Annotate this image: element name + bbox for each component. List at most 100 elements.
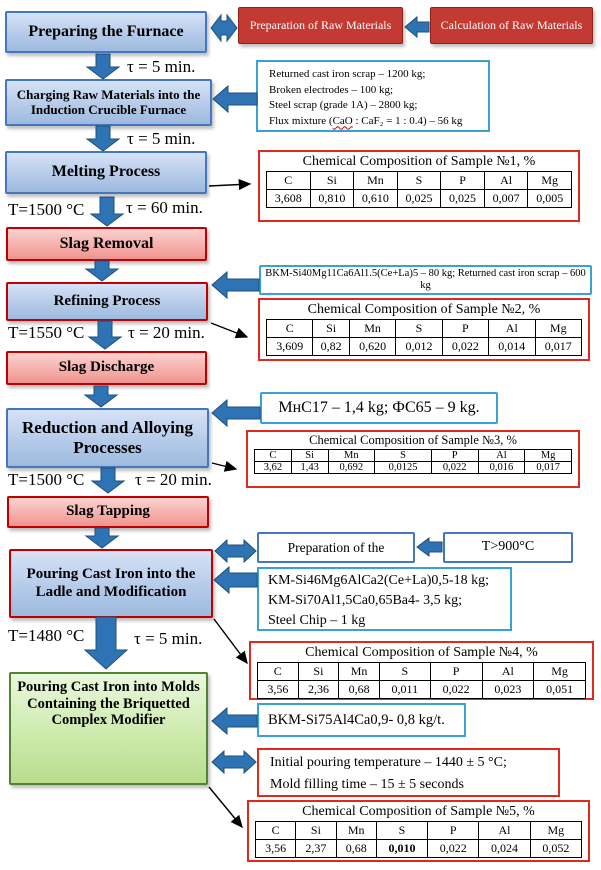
cell: 0,022 [430, 461, 479, 474]
column-header: Mg [534, 319, 582, 338]
cell: 0,022 [427, 839, 480, 858]
cell: 3,62 [254, 461, 292, 474]
table-sample-1: Chemical Composition of Sample №1, % C Si M… [258, 150, 580, 222]
pointer-reduction-to-table3 [211, 460, 238, 472]
list-line: Flux mixture (CaO : CaF₂ = 1 : 0.4) – 56… [269, 114, 488, 130]
pointer-melting-to-table1 [208, 178, 252, 191]
cell: 0,620 [348, 337, 397, 356]
down-arrow [83, 385, 119, 408]
flow-box-slag-discharge: Slag Discharge [6, 351, 207, 385]
pouring-parameters: Initial pouring temperature – 1440 ± 5 °… [257, 748, 560, 797]
column-header: Mn [338, 662, 380, 681]
table-title: Chemical Composition of Sample №1, % [302, 154, 536, 169]
left-arrow-bkm75-to-molds [211, 706, 258, 736]
list-line: Broken electrodes – 100 kg; [269, 83, 394, 96]
cell: 0,68 [338, 680, 380, 699]
left-arrow-km46-to-ladle [213, 565, 258, 595]
additive-bkm40: BKM-Si40Mg11Ca6Al1.5(Ce+La)5 – 80 kg; Re… [259, 265, 592, 295]
down-arrow [85, 53, 121, 80]
box-label: Preparation of the [287, 539, 385, 555]
time-label: τ = 5 min. [134, 629, 203, 648]
additive-bkm75: BKM-Si75Al4Ca0,9- 0,8 kg/t. [257, 703, 466, 737]
composition-table: C Si Mn S P Al Mg 3,56 2,37 0,68 0,010 0,022 0,024 0,… [254, 821, 583, 858]
list-line: Steel scrap (grade 1A) – 2800 kg; [269, 99, 418, 111]
raw-materials-list: Returned cast iron scrap – 1200 kg; Brok… [256, 60, 490, 132]
flow-box-refining: Refining Process [6, 282, 208, 321]
column-header: Mg [529, 821, 583, 840]
double-arrow-ladle-preparation [214, 538, 257, 564]
box-preparation-raw-materials: Preparation of Raw Materials [238, 7, 403, 44]
cell: 0,024 [478, 839, 531, 858]
flow-box-label: Preparing the Furnace [28, 22, 184, 40]
table-sample-2: Chemical Composition of Sample №2, % C Si M… [258, 298, 590, 361]
column-header: C [257, 662, 299, 681]
column-header: S [396, 171, 442, 190]
table-title: Chemical Composition of Sample №4, % [305, 645, 538, 660]
flow-box-label: Charging Raw Materials into the Inductio… [16, 86, 201, 117]
flow-box-pouring-molds: Pouring Cast Iron into Molds Containing … [9, 672, 208, 785]
column-header: Mg [533, 662, 586, 681]
column-header: Mg [524, 449, 572, 462]
cell: 0,0125 [374, 461, 432, 474]
column-header: S [375, 821, 429, 840]
box-label: Calculation of Raw Materials [440, 17, 583, 32]
flow-box-label: Slag Removal [59, 234, 154, 252]
time-label: τ = 5 min. [127, 57, 196, 76]
flow-box-label: Slag Tapping [66, 503, 150, 520]
column-header: P [440, 171, 485, 190]
column-header: C [266, 171, 311, 190]
box-preparation-of-the: Preparation of the [257, 532, 415, 563]
column-header: P [427, 821, 480, 840]
cell: 0,810 [309, 189, 355, 208]
temperature-label: T=1500 °C [8, 200, 85, 219]
additive-km46: KM-Si46Mg6AlCa2(Ce+La)0,5-18 kg; KM-Si70… [257, 567, 512, 631]
cell: 3,609 [265, 337, 314, 356]
double-arrow-molds-params [211, 749, 257, 775]
table-title: Chemical Composition of Sample №2, % [307, 302, 541, 317]
cell: 0,012 [395, 337, 443, 356]
temperature-label: T=1500 °C [8, 470, 85, 489]
column-header: P [430, 449, 479, 462]
box-t900: T>900°C [443, 532, 573, 563]
column-header: C [265, 319, 314, 338]
column-header: Si [290, 449, 329, 462]
column-header: C [254, 449, 292, 462]
cell: 3,56 [257, 680, 299, 699]
cell: 0,82 [312, 337, 350, 356]
cell: 0,051 [533, 680, 586, 699]
flow-box-pouring-ladle: Pouring Cast Iron into the Ladle and Mod… [9, 549, 213, 618]
column-header: S [395, 319, 443, 338]
flux-cao: CaO [332, 114, 353, 127]
left-arrow-rawlist-to-charging [212, 84, 258, 114]
list-line: KM-Si70Al1,5Ca0,65Ba4- 3,5 kg; [268, 593, 463, 608]
flow-box-slag-tapping: Slag Tapping [7, 496, 209, 528]
column-header: Al [478, 821, 531, 840]
cell: 0,022 [441, 337, 490, 356]
flow-box-label: Reduction and Alloying Processes [22, 418, 193, 457]
cell: 0,68 [335, 839, 377, 858]
down-arrow [84, 527, 120, 549]
list-line: Initial pouring temperature – 1440 ± 5 °… [270, 755, 507, 770]
cell: 0,017 [524, 461, 572, 474]
cell: 1,43 [290, 461, 329, 474]
left-arrow-calc-to-prep [404, 15, 430, 39]
box-calculation-raw-materials: Calculation of Raw Materials [430, 7, 593, 44]
time-label: τ = 60 min. [126, 198, 203, 217]
flow-box-label: Pouring Cast Iron into Molds Containing … [17, 679, 200, 729]
column-header: Al [481, 662, 535, 681]
list-line: Returned cast iron scrap – 1200 kg; [269, 68, 426, 80]
cell: 3,56 [254, 839, 297, 858]
left-arrow-mnc17-to-reduction [211, 398, 261, 428]
column-header: P [429, 662, 483, 681]
flow-box-charging: Charging Raw Materials into the Inductio… [5, 79, 212, 126]
additive-mnc17: МнС17 – 1,4 kg; ФС65 – 9 kg. [260, 392, 498, 424]
cell: 3,608 [266, 189, 311, 208]
table-title: Chemical Composition of Sample №5, % [302, 804, 535, 819]
cell: 0,014 [488, 337, 536, 356]
temperature-label: T=1480 °C [8, 626, 85, 645]
cell: 0,023 [481, 680, 535, 699]
column-header: Si [295, 821, 337, 840]
flow-box-label: Slag Discharge [58, 359, 155, 376]
composition-table: C Si Mn S P Al Mg 3,56 2,36 0,68 0,011 0,022 0,023 0,… [257, 662, 586, 699]
